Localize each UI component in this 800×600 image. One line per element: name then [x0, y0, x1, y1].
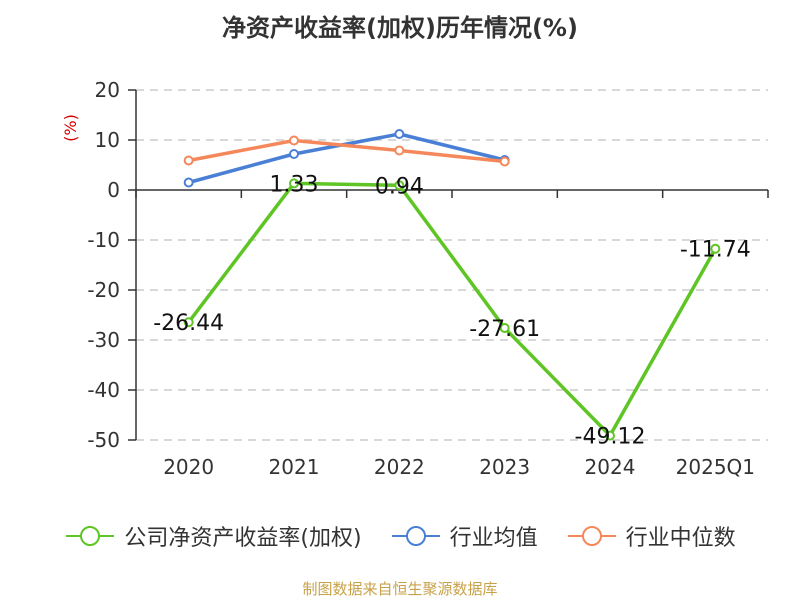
data-point — [394, 180, 405, 191]
series-2 — [183, 135, 510, 167]
legend-marker-icon — [567, 526, 616, 546]
data-point — [183, 155, 194, 166]
series-0 — [183, 178, 721, 441]
series-line — [188, 138, 505, 164]
legend: 公司净资产收益率(加权) 行业均值 行业中位数 — [0, 520, 800, 552]
y-axis-label: (%) — [61, 114, 80, 142]
data-label: -11.74 — [680, 238, 751, 263]
source-note: 制图数据来自恒生聚源数据库 — [302, 580, 498, 598]
x-tick-label: 2021 — [269, 455, 320, 479]
axes: 20 10 0 -10 -20 -30 -40 -50 2020 2021 2022 2023 2024… — [87, 78, 769, 479]
series — [183, 129, 721, 441]
data-label: -27.61 — [469, 317, 540, 342]
data-label: -49.12 — [575, 425, 646, 450]
x-tick-label: 2020 — [163, 455, 214, 479]
data-label: 1.33 — [270, 172, 319, 197]
data-point — [394, 145, 405, 156]
legend-label: 行业中位数 — [625, 526, 736, 551]
data-point — [499, 323, 510, 334]
y-tick-label: 0 — [107, 178, 120, 202]
y-tick-label: -10 — [87, 228, 120, 252]
y-tick-label: -20 — [87, 278, 120, 302]
data-point — [183, 177, 194, 188]
legend-marker-icon — [66, 526, 115, 546]
data-point — [710, 243, 721, 254]
y-tick-label: -40 — [87, 378, 120, 402]
legend-marker-icon — [391, 526, 440, 546]
legend-item: 公司净资产收益率(加权) — [64, 520, 362, 552]
legend-item: 行业中位数 — [566, 520, 736, 552]
data-point — [289, 178, 299, 189]
data-point — [499, 156, 510, 167]
y-tick-label: -50 — [87, 428, 120, 452]
x-tick-label: 2025Q1 — [676, 455, 755, 479]
data-point — [394, 129, 405, 139]
y-tick-label: 10 — [95, 128, 120, 152]
grid-lines — [136, 89, 768, 441]
data-label: -26.44 — [153, 311, 224, 336]
data-point — [605, 430, 615, 441]
x-tick-label: 2022 — [374, 455, 425, 479]
legend-item: 行业均值 — [390, 520, 538, 552]
data-labels: -26.44 1.33 0.94 -27.61 -49.12 -11.74 — [153, 172, 751, 449]
series-line — [187, 181, 717, 438]
data-point — [289, 135, 299, 146]
data-point — [289, 149, 299, 159]
chart-title: 净资产收益率(加权)历年情况(%) — [222, 14, 578, 42]
y-tick-label: 20 — [95, 78, 120, 102]
data-label: 0.94 — [375, 174, 424, 199]
y-tick-label: -30 — [87, 328, 120, 352]
legend-label: 行业均值 — [449, 526, 538, 551]
data-point — [183, 317, 194, 328]
x-tick-label: 2023 — [479, 455, 530, 479]
x-tick-label: 2024 — [585, 455, 636, 479]
legend-label: 公司净资产收益率(加权) — [124, 526, 362, 551]
